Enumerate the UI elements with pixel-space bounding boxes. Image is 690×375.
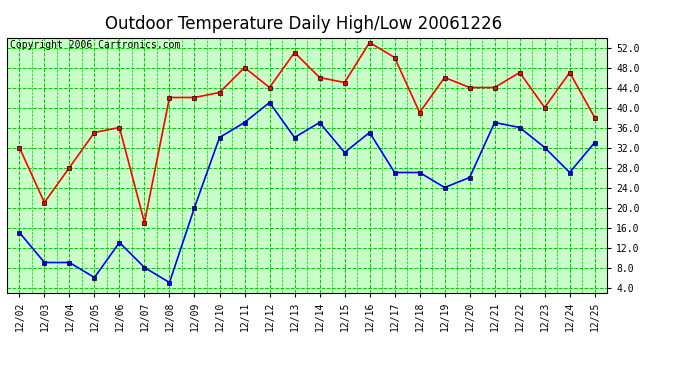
Text: Copyright 2006 Cartronics.com: Copyright 2006 Cartronics.com xyxy=(10,40,180,50)
Text: Outdoor Temperature Daily High/Low 20061226: Outdoor Temperature Daily High/Low 20061… xyxy=(105,15,502,33)
